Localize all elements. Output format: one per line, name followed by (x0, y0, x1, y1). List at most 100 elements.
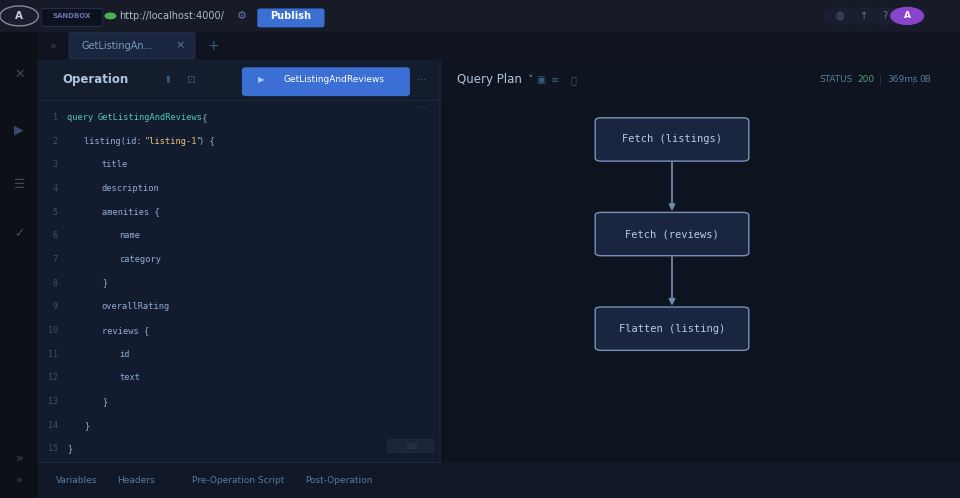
Text: ?: ? (882, 11, 888, 21)
Text: ⚙: ⚙ (237, 11, 247, 21)
Circle shape (824, 7, 856, 24)
Text: 1: 1 (53, 113, 58, 122)
Text: ▣: ▣ (536, 75, 545, 85)
FancyBboxPatch shape (595, 212, 749, 256)
Text: reviews {: reviews { (102, 326, 149, 335)
Text: 14: 14 (48, 421, 58, 430)
Text: Operation: Operation (62, 73, 129, 86)
Text: 3: 3 (53, 160, 58, 169)
Text: ≡: ≡ (551, 75, 559, 85)
Text: 9: 9 (53, 302, 58, 311)
Text: ⌨: ⌨ (405, 442, 417, 451)
Text: A: A (15, 11, 23, 21)
Text: |: | (878, 74, 881, 85)
Text: STATUS: STATUS (819, 75, 852, 84)
Text: ···: ··· (417, 75, 425, 85)
Circle shape (891, 7, 924, 24)
Text: »: » (50, 41, 58, 51)
Text: +: + (207, 39, 219, 53)
Text: 0B: 0B (920, 75, 931, 84)
Text: Fetch (reviews): Fetch (reviews) (625, 229, 719, 239)
Text: listing(id:: listing(id: (84, 136, 148, 145)
Text: Variables: Variables (56, 476, 97, 485)
Text: ⊡: ⊡ (185, 75, 195, 85)
Text: ˅: ˅ (528, 75, 534, 85)
FancyBboxPatch shape (69, 33, 195, 59)
Text: "listing-1": "listing-1" (144, 136, 203, 145)
Bar (440, 60, 960, 462)
Text: ✕: ✕ (14, 68, 24, 81)
FancyBboxPatch shape (41, 8, 103, 26)
Text: A: A (903, 11, 911, 20)
Text: GetListingAn...: GetListingAn... (82, 41, 154, 51)
Text: 4: 4 (53, 184, 58, 193)
Bar (0, 0, 960, 32)
Text: SANDBOX: SANDBOX (53, 13, 91, 19)
Text: category: category (119, 255, 161, 264)
Text: ✓: ✓ (14, 228, 24, 241)
Text: }: } (102, 278, 107, 288)
Bar (38, 462, 960, 498)
FancyBboxPatch shape (257, 8, 324, 27)
Text: »: » (15, 475, 23, 485)
Text: ▶: ▶ (258, 75, 265, 84)
Text: 2: 2 (53, 136, 58, 145)
Text: ☰: ☰ (13, 178, 25, 191)
FancyBboxPatch shape (388, 440, 434, 453)
Text: }: } (102, 397, 107, 406)
Text: 12: 12 (48, 374, 58, 382)
Text: Flatten (listing): Flatten (listing) (619, 324, 725, 334)
Text: ↑: ↑ (860, 11, 868, 21)
Text: overallRating: overallRating (102, 302, 170, 311)
Text: amenities {: amenities { (102, 208, 159, 217)
Bar (38, 32, 960, 60)
Text: ···: ··· (418, 104, 427, 114)
Text: Post-Operation: Post-Operation (305, 476, 372, 485)
Text: ▶: ▶ (14, 123, 24, 136)
Text: 369ms: 369ms (887, 75, 918, 84)
Text: ⬆: ⬆ (163, 75, 173, 85)
Text: 6: 6 (53, 231, 58, 240)
Text: 200: 200 (857, 75, 875, 84)
Circle shape (106, 13, 116, 18)
Circle shape (848, 7, 880, 24)
Text: 15: 15 (48, 444, 58, 453)
Text: {: { (197, 113, 207, 122)
Text: 8: 8 (53, 278, 58, 288)
Text: description: description (102, 184, 159, 193)
Circle shape (891, 7, 924, 24)
Text: 11: 11 (48, 350, 58, 359)
Text: ⤢: ⤢ (570, 75, 576, 85)
Text: id: id (119, 350, 130, 359)
Text: Query Plan: Query Plan (457, 73, 522, 86)
Bar (38, 60, 440, 100)
Text: }: } (84, 421, 89, 430)
Text: 13: 13 (48, 397, 58, 406)
Text: ◎: ◎ (836, 11, 844, 21)
Text: query: query (67, 113, 99, 122)
Text: GetListingAndReviews: GetListingAndReviews (283, 75, 384, 84)
Text: 5: 5 (53, 208, 58, 217)
FancyBboxPatch shape (595, 118, 749, 161)
Text: 10: 10 (48, 326, 58, 335)
Text: Publish: Publish (271, 11, 311, 21)
Circle shape (869, 7, 901, 24)
Bar (0, 32, 38, 498)
Bar (38, 60, 440, 462)
Text: title: title (102, 160, 128, 169)
Text: Headers: Headers (117, 476, 155, 485)
Text: http://localhost:4000/: http://localhost:4000/ (119, 11, 224, 21)
FancyBboxPatch shape (242, 67, 410, 96)
Text: ×: × (176, 41, 185, 51)
Text: Pre-Operation Script: Pre-Operation Script (192, 476, 284, 485)
FancyBboxPatch shape (595, 307, 749, 351)
Text: }: } (67, 444, 72, 453)
Text: GetListingAndReviews: GetListingAndReviews (97, 113, 203, 122)
Bar (440, 60, 960, 100)
Text: text: text (119, 374, 140, 382)
Text: »: » (15, 452, 23, 465)
Text: ) {: ) { (200, 136, 215, 145)
Text: Fetch (listings): Fetch (listings) (622, 134, 722, 144)
Circle shape (0, 6, 38, 26)
Text: 7: 7 (53, 255, 58, 264)
